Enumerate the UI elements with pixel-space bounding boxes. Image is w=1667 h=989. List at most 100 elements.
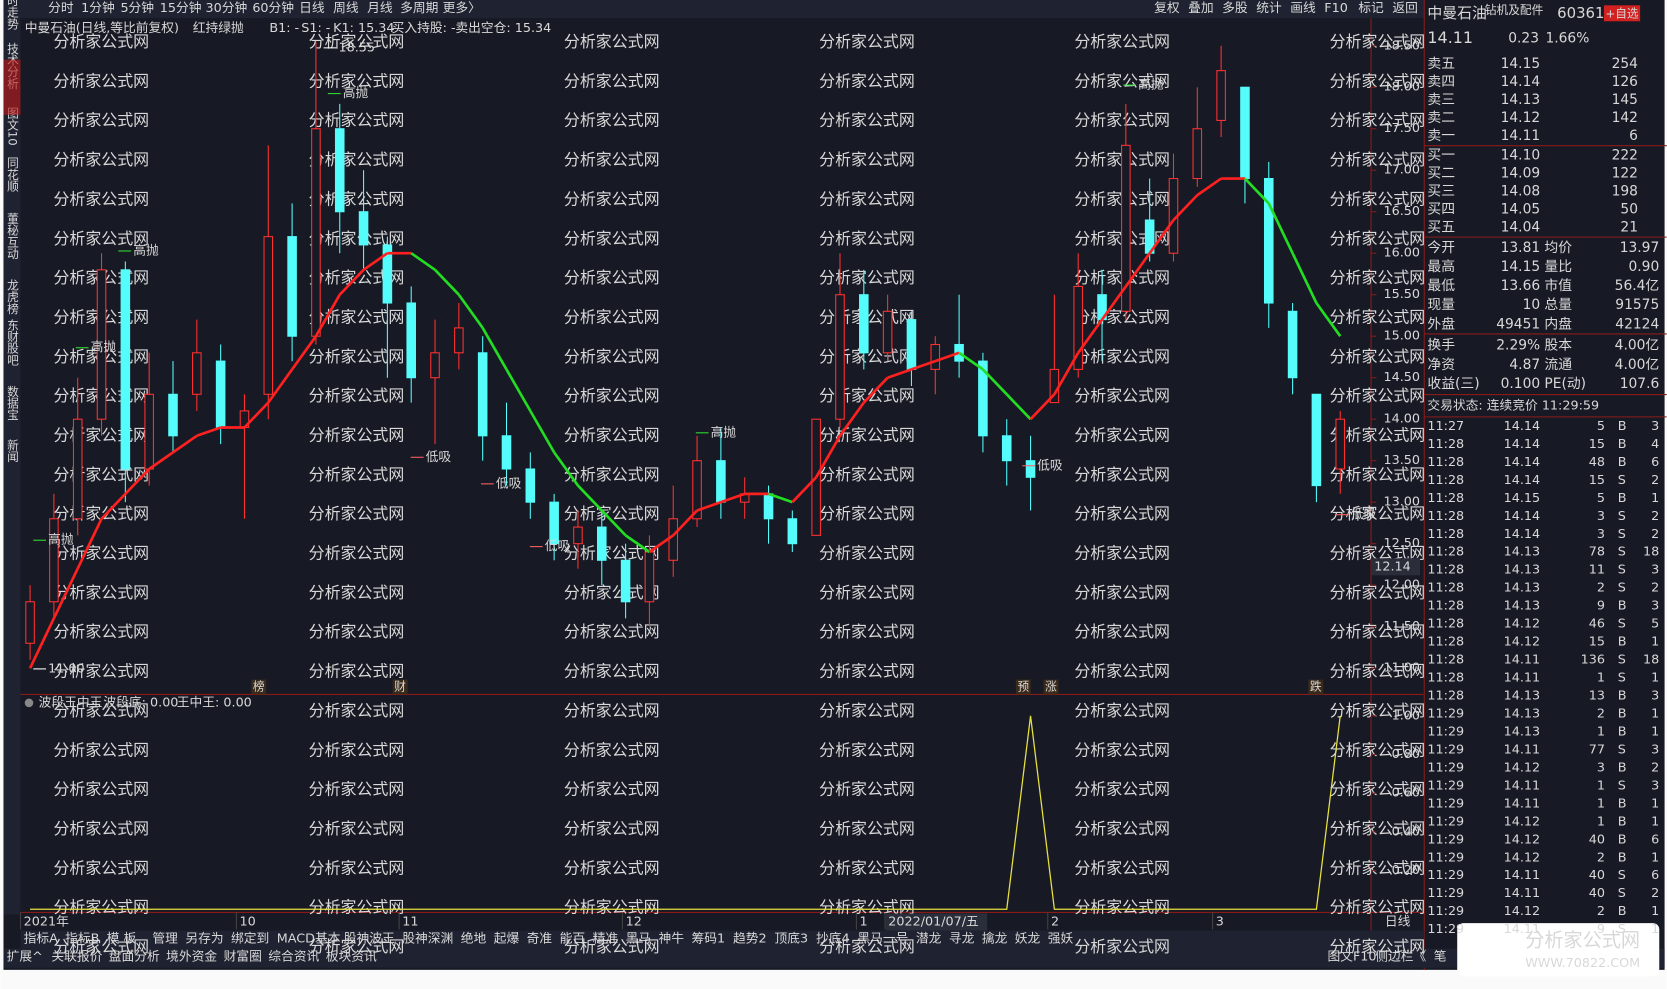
footer-button[interactable]: 笔 — [1434, 949, 1447, 965]
indicator-tab[interactable]: 妖龙 — [1015, 932, 1041, 947]
tool-button[interactable]: F10 — [1324, 1, 1348, 16]
indicator-tab[interactable]: 强妖 — [1048, 932, 1074, 947]
trade-time: 11:28 — [1427, 545, 1464, 560]
watermark: 分析家公式网 — [53, 819, 149, 838]
watermark: 分析家公式网 — [53, 544, 149, 563]
footer-tab[interactable]: 盘面分析 — [109, 949, 160, 965]
tool-button[interactable]: 返回 — [1392, 1, 1418, 16]
period-tab[interactable]: 多周期 — [400, 1, 438, 16]
period-tab[interactable]: 1分钟 — [81, 0, 115, 16]
watermark: 分析家公式网 — [1330, 268, 1426, 287]
candle-body — [192, 352, 202, 395]
footer-button[interactable]: 图文F10 — [1327, 950, 1376, 965]
period-tab[interactable]: 更多〉 — [443, 1, 481, 16]
indicator-tab[interactable]: 黑马 — [626, 932, 652, 947]
watermark: 分析家公式网 — [1330, 937, 1426, 956]
sidebar-tab[interactable]: 龙虎榜 — [5, 279, 19, 315]
watermark: 分析家公式网 — [564, 937, 660, 956]
watermark: 分析家公式网 — [1074, 465, 1170, 484]
period-tab[interactable]: 日线 — [299, 1, 325, 16]
period-tab[interactable]: 5分钟 — [120, 0, 154, 16]
watermark: 分析家公式网 — [53, 622, 149, 641]
indicator-tab[interactable]: 寻龙 — [949, 932, 975, 947]
sidebar-tab[interactable]: 董秘互动 — [5, 213, 19, 260]
tool-button[interactable]: 复权 — [1154, 0, 1180, 16]
book-price: 14.13 — [1501, 92, 1541, 108]
collapse-icon[interactable] — [24, 698, 34, 708]
sidebar-tab[interactable]: 同花顺 — [5, 157, 19, 193]
indicator-tab[interactable]: 趋势2 — [733, 931, 767, 947]
indicator-tab[interactable]: 潜龙 — [916, 932, 942, 947]
trade-side: B — [1618, 455, 1627, 470]
indicator-tab[interactable]: 黑马一号 — [857, 932, 908, 947]
trade-volume: 2 — [1597, 850, 1605, 865]
event-marker: 榜 — [253, 679, 265, 693]
indicator-tab[interactable]: 模 板 — [107, 932, 137, 947]
watermark: 分析家公式网 — [1074, 898, 1170, 917]
watermark: 分析家公式网 — [564, 662, 660, 681]
watermark: 分析家公式网 — [819, 544, 915, 563]
indicator-tab[interactable]: 精准 — [593, 932, 619, 947]
indicator-tab[interactable]: MACD基本 — [277, 932, 341, 947]
tool-button[interactable]: 多股 — [1222, 1, 1248, 16]
period-tab[interactable]: 30分钟 — [206, 0, 248, 16]
tool-button[interactable]: 标记 — [1358, 1, 1384, 16]
indicator-tab[interactable]: 起爆 — [494, 932, 520, 947]
ma-line — [1029, 393, 1056, 421]
indicator-tab[interactable]: 指标A — [24, 932, 58, 947]
trade-side: B — [1618, 904, 1627, 919]
trade-side: B — [1618, 796, 1627, 811]
candle-body — [1311, 393, 1322, 487]
tool-button[interactable]: 叠加 — [1188, 1, 1214, 16]
sidebar-tab[interactable]: 数据宝 — [5, 385, 19, 421]
indicator-tab[interactable]: 股神深渊 — [402, 932, 453, 947]
sidebar-tab[interactable]: 新闻 — [5, 438, 19, 463]
tool-button[interactable]: 统计 — [1256, 1, 1282, 16]
tool-button[interactable]: 画线 — [1290, 1, 1316, 16]
x-cursor-label: 2022/01/07/五 — [888, 915, 979, 930]
indicator-tab[interactable]: 绝地 — [461, 931, 487, 947]
sidebar-tab[interactable]: 东财股吧 — [5, 319, 19, 366]
watermark: 分析家公式网 — [819, 819, 915, 838]
ma-line — [28, 617, 56, 669]
indicator-tab[interactable]: 顶底3 — [774, 931, 808, 947]
footer-tab[interactable]: 扩展^ — [7, 950, 43, 965]
ma-line — [172, 434, 198, 454]
period-tab[interactable]: 月线 — [367, 1, 393, 16]
footer-tab[interactable]: 关联报价 — [51, 950, 102, 965]
watermark: 分析家公式网 — [819, 740, 915, 759]
ma-line — [672, 509, 699, 537]
indicator-tab[interactable]: 另存为 — [185, 932, 223, 947]
trade-count: 1 — [1651, 706, 1659, 721]
sidebar-tab[interactable]: 图文10 — [5, 107, 19, 145]
annotation: 18.55 — [338, 40, 375, 55]
indicator-tab[interactable]: 股神波王 — [344, 932, 395, 947]
footer-button[interactable]: 侧边栏《 — [1375, 950, 1426, 965]
indicator-tab[interactable]: 筹码1 — [692, 931, 726, 947]
period-tab[interactable]: 15分钟 — [160, 0, 202, 16]
fav-bg[interactable] — [1603, 5, 1641, 22]
sidebar-tab[interactable]: 分时走势 — [5, 0, 19, 30]
indicator-tab[interactable]: 管理 — [152, 932, 178, 947]
footer-tab[interactable]: 境外资金 — [166, 949, 217, 965]
period-tab[interactable]: 分时 — [48, 1, 74, 16]
footer-tab[interactable]: 综合资讯 — [268, 950, 319, 965]
footer-tab[interactable]: 财富圈 — [224, 949, 262, 965]
indicator-tab[interactable]: 指标B — [65, 932, 99, 947]
fav-button[interactable]: +自选 — [1605, 6, 1638, 20]
candle-body — [287, 236, 297, 337]
indicator-tab[interactable]: 绑定到 — [231, 932, 269, 947]
period-tab[interactable]: 周线 — [333, 1, 359, 16]
watermark: 分析家公式网 — [1330, 740, 1426, 759]
trade-time: 11:29 — [1427, 706, 1464, 721]
indicator-tab[interactable]: 能百 — [560, 932, 586, 947]
stat-label: 净资 — [1427, 357, 1455, 373]
candle-body — [1073, 285, 1083, 370]
footer-tab[interactable]: 板块资讯 — [326, 950, 377, 965]
indicator-tab[interactable]: 擒龙 — [982, 931, 1008, 947]
period-tab[interactable]: 60分钟 — [252, 0, 294, 16]
indicator-tab[interactable]: 抄底4 — [816, 931, 850, 947]
indicator-tab[interactable]: 奇准 — [527, 931, 553, 947]
x-tick-label: 11 — [402, 915, 418, 930]
indicator-tab[interactable]: 神牛 — [659, 932, 685, 947]
